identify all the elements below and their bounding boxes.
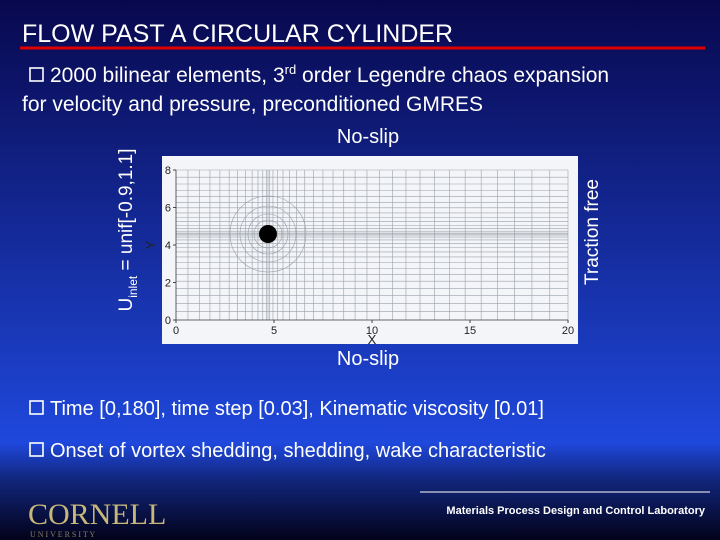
x-tick-label: 5 (271, 325, 277, 337)
x-tick-label: 20 (562, 325, 574, 337)
bullet-text: for velocity and pressure, preconditione… (22, 93, 483, 116)
bullet-text: 2000 bilinear elements, 3rd order Legend… (50, 62, 609, 87)
mesh-plot: 0 5 10 15 20 0 2 4 6 8 X Y (143, 165, 574, 347)
plot-background (162, 156, 578, 344)
text-part: U (116, 298, 137, 312)
y-tick-label: 4 (165, 240, 171, 252)
y-tick-label: 8 (165, 165, 171, 177)
bullet-icon (29, 442, 44, 457)
cylinder (259, 225, 277, 243)
boundary-label: Traction free (582, 179, 603, 285)
boundary-label: No-slip (337, 348, 399, 370)
superscript: rd (285, 62, 297, 77)
y-tick-label: 2 (165, 278, 171, 290)
x-tick-label: 0 (173, 325, 179, 337)
bullet-text: Time [0,180], time step [0.03], Kinemati… (50, 398, 544, 420)
y-tick-label: 0 (165, 315, 171, 327)
bullet-icon (29, 67, 44, 82)
y-tick-label: 6 (165, 203, 171, 215)
bullet-icon (29, 400, 44, 415)
slide-title: FLOW PAST A CIRCULAR CYLINDER (22, 20, 453, 48)
mesh-ring (253, 219, 283, 249)
logo: CORNELL (28, 498, 166, 531)
boundary-label: Uinlet = unif[-0.9,1.1] (116, 148, 140, 311)
text-part: 2000 bilinear elements, 3 (50, 64, 285, 87)
mesh-ring (247, 213, 289, 255)
logo-subtitle: U N I V E R S I T Y (30, 530, 95, 539)
x-tick-label: 10 (366, 325, 378, 337)
boundary-label: No-slip (337, 126, 399, 148)
x-tick-label: 15 (464, 325, 476, 337)
subscript: inlet (126, 275, 140, 298)
text-part: = unif[-0.9,1.1] (116, 148, 137, 275)
x-axis-label: X (368, 332, 377, 347)
mesh-ring (239, 205, 297, 263)
text-part: order Legendre chaos expansion (296, 64, 609, 87)
lab-name: Materials Process Design and Control Lab… (446, 505, 705, 517)
bullet-text: Onset of vortex shedding, shedding, wake… (50, 440, 546, 462)
y-axis-label: Y (143, 240, 158, 249)
mesh-ring (229, 195, 307, 273)
